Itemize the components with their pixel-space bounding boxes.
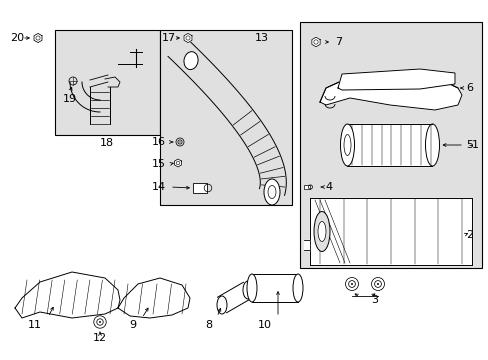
- Ellipse shape: [317, 221, 325, 242]
- Text: 18: 18: [100, 138, 114, 148]
- Bar: [160, 30, 291, 205]
- Text: 14: 14: [152, 182, 165, 192]
- Text: 3: 3: [371, 295, 378, 305]
- Polygon shape: [34, 33, 42, 42]
- Text: 13: 13: [254, 33, 268, 43]
- Polygon shape: [217, 282, 252, 313]
- Circle shape: [99, 321, 101, 323]
- Ellipse shape: [267, 185, 275, 198]
- Bar: [299, 22, 481, 268]
- Text: 6: 6: [465, 83, 472, 93]
- Text: 11: 11: [28, 320, 42, 330]
- Bar: [55, 30, 160, 135]
- Polygon shape: [183, 33, 192, 42]
- Text: 17: 17: [162, 33, 176, 43]
- Ellipse shape: [340, 124, 354, 166]
- Ellipse shape: [183, 52, 198, 69]
- Polygon shape: [251, 274, 297, 302]
- Text: 19: 19: [63, 94, 77, 104]
- Polygon shape: [337, 69, 454, 90]
- Text: 15: 15: [152, 159, 165, 169]
- Polygon shape: [319, 72, 461, 110]
- Ellipse shape: [425, 124, 439, 166]
- Ellipse shape: [292, 274, 303, 302]
- Circle shape: [376, 283, 378, 285]
- Text: 2: 2: [465, 230, 472, 240]
- Text: 7: 7: [334, 37, 342, 47]
- Text: 12: 12: [93, 333, 107, 343]
- Text: 4: 4: [325, 182, 331, 192]
- Text: 10: 10: [258, 320, 271, 330]
- Ellipse shape: [246, 274, 257, 302]
- Polygon shape: [118, 278, 190, 318]
- Polygon shape: [347, 124, 431, 166]
- Ellipse shape: [217, 296, 226, 314]
- Ellipse shape: [243, 281, 252, 299]
- Text: 8: 8: [204, 320, 212, 330]
- Text: -1: -1: [467, 140, 478, 150]
- Bar: [304, 185, 309, 189]
- FancyBboxPatch shape: [193, 183, 206, 193]
- Circle shape: [350, 283, 352, 285]
- Text: 5: 5: [465, 140, 472, 150]
- Polygon shape: [304, 240, 309, 250]
- Text: 9: 9: [129, 320, 136, 330]
- Text: 16: 16: [152, 137, 165, 147]
- Polygon shape: [309, 198, 471, 265]
- Ellipse shape: [264, 179, 280, 205]
- Ellipse shape: [313, 211, 329, 252]
- Polygon shape: [15, 272, 120, 318]
- Circle shape: [179, 141, 180, 143]
- Ellipse shape: [343, 135, 350, 156]
- Text: 20: 20: [10, 33, 24, 43]
- Polygon shape: [174, 159, 181, 167]
- Polygon shape: [311, 37, 320, 47]
